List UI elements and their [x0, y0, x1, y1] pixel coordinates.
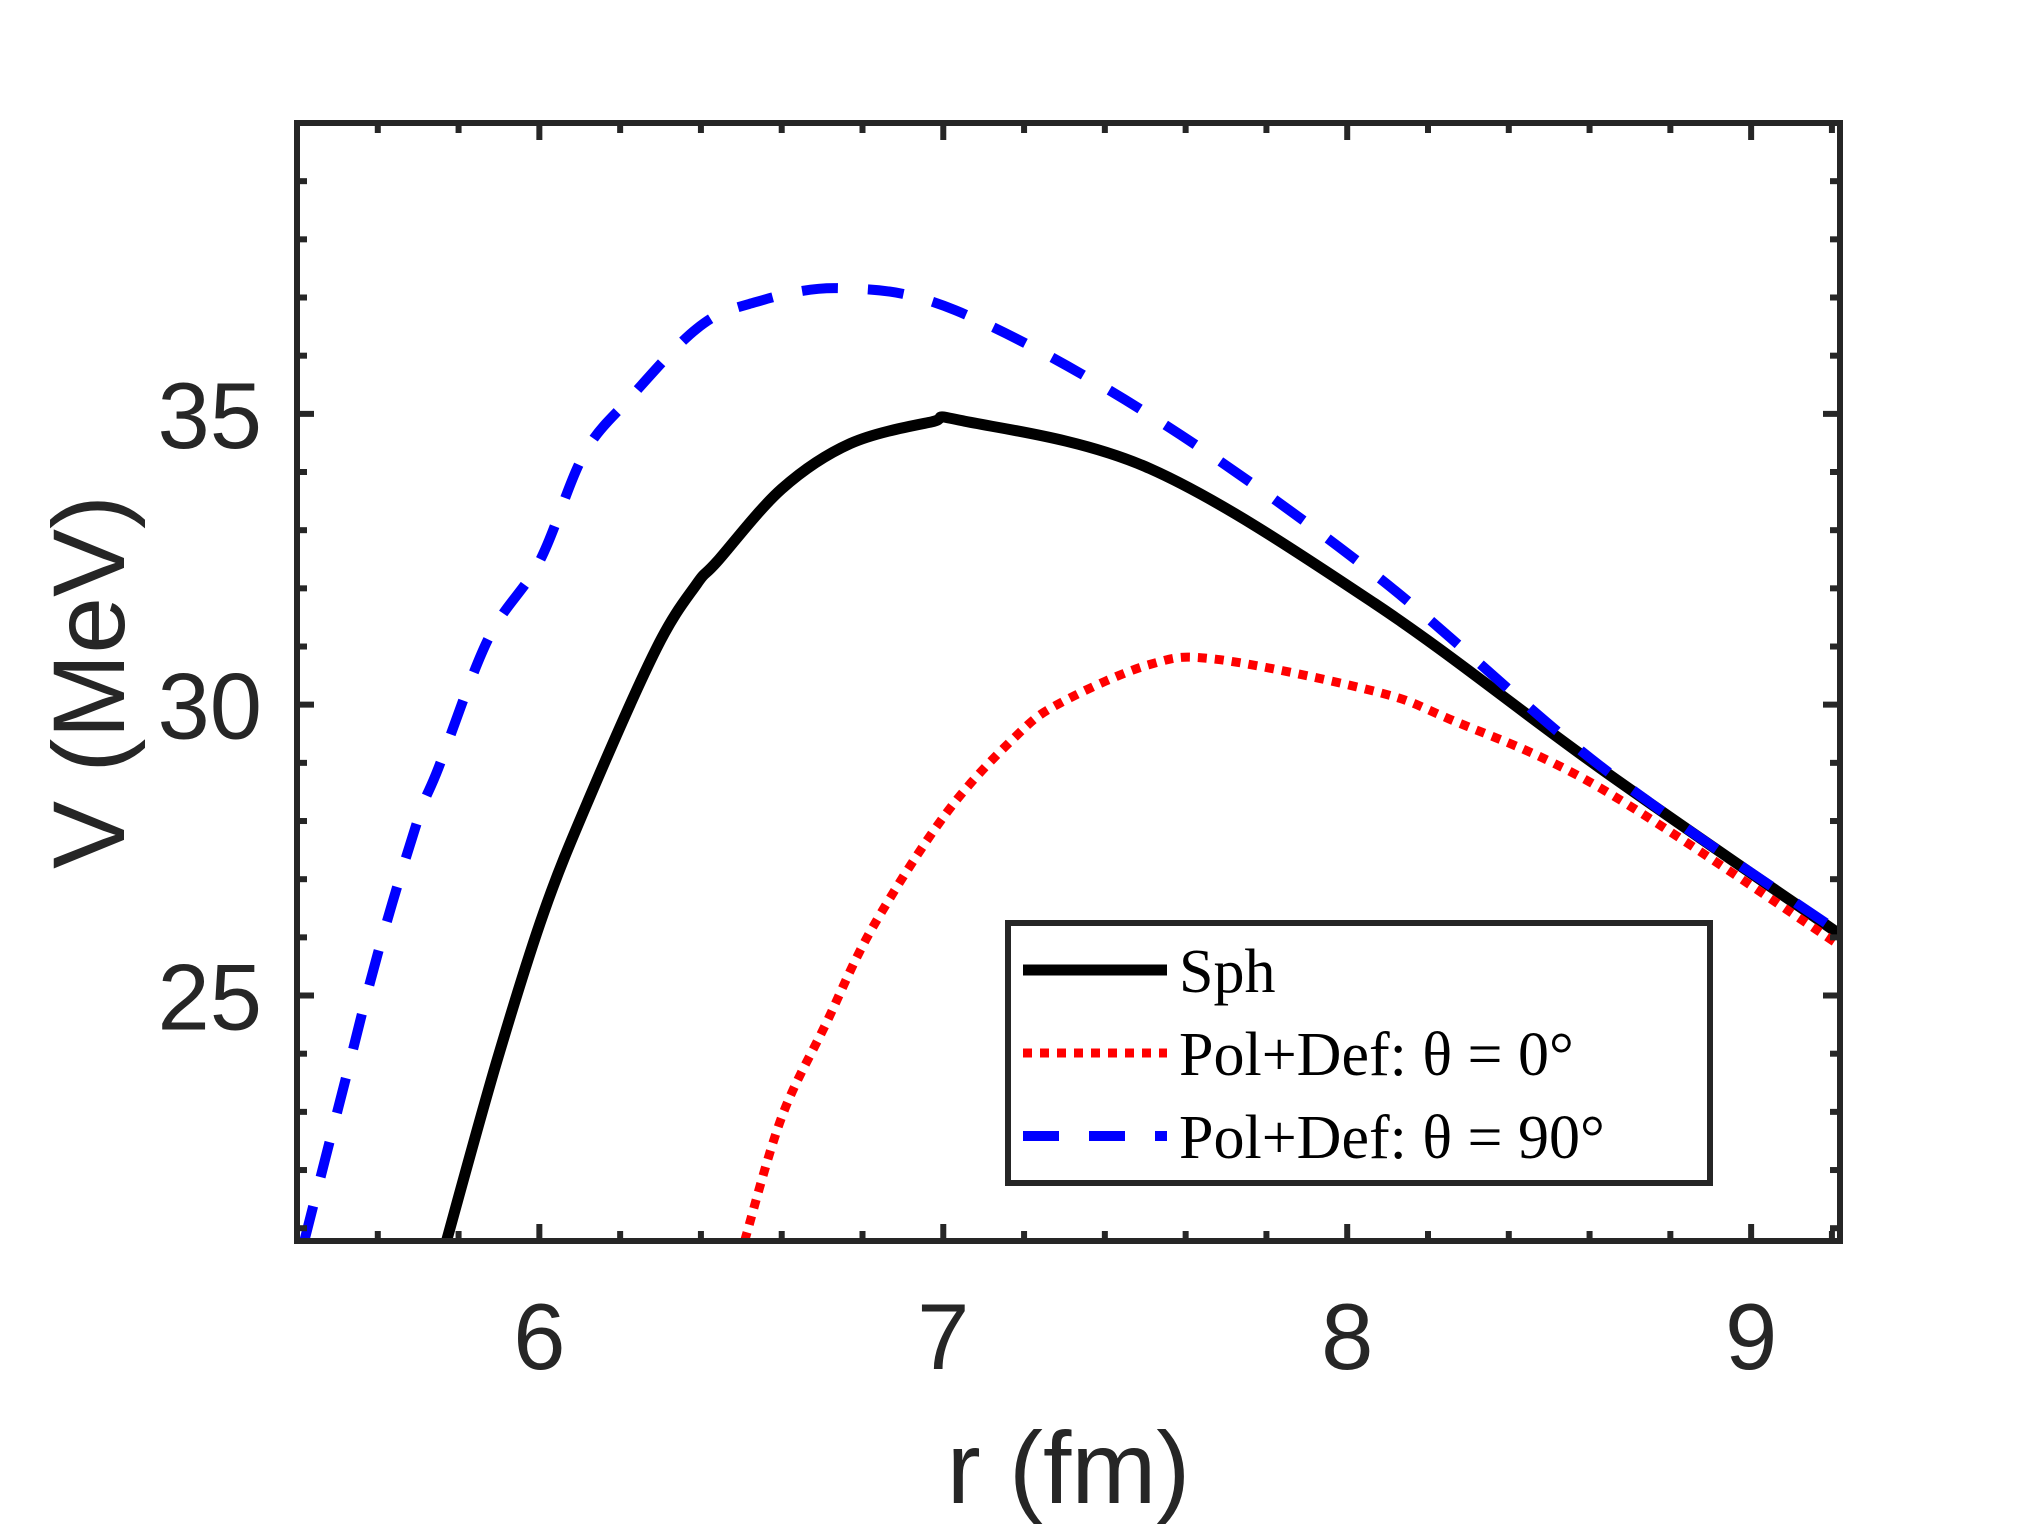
legend-entry: Pol+Def: θ = 90° — [1023, 1104, 1605, 1172]
x-tick-label: 6 — [513, 1284, 565, 1389]
series-layer — [299, 283, 1840, 1241]
legend-label: Pol+Def: θ = 90° — [1179, 1104, 1605, 1172]
x-axis-label: r (fm) — [947, 1411, 1191, 1525]
x-tick-labels: 6 7 8 9 — [513, 1284, 1777, 1389]
y-axis-label: V (MeV) — [32, 495, 146, 869]
series-line-dotted — [740, 652, 1840, 1241]
legend-label: Sph — [1179, 938, 1275, 1006]
y-tick-label: 30 — [157, 654, 262, 759]
series-line-solid — [441, 411, 1840, 1241]
y-tick-label: 35 — [157, 363, 262, 468]
legend: Sph Pol+Def: θ = 0° Pol+Def: θ = 90° — [1005, 920, 1713, 1186]
legend-entry: Sph — [1023, 938, 1275, 1006]
x-tick-label: 8 — [1321, 1284, 1373, 1389]
series-line-dashed — [299, 283, 1840, 1241]
x-tick-label: 7 — [917, 1284, 969, 1389]
legend-label: Pol+Def: θ = 0° — [1179, 1021, 1574, 1089]
x-tick-label: 9 — [1725, 1284, 1777, 1389]
legend-entry: Pol+Def: θ = 0° — [1023, 1021, 1574, 1089]
legend-entries: Sph Pol+Def: θ = 0° Pol+Def: θ = 90° — [1023, 938, 1605, 1172]
y-tick-labels: 25 30 35 — [157, 363, 262, 1050]
axes-box — [294, 120, 1843, 1244]
y-tick-label: 25 — [157, 945, 262, 1050]
